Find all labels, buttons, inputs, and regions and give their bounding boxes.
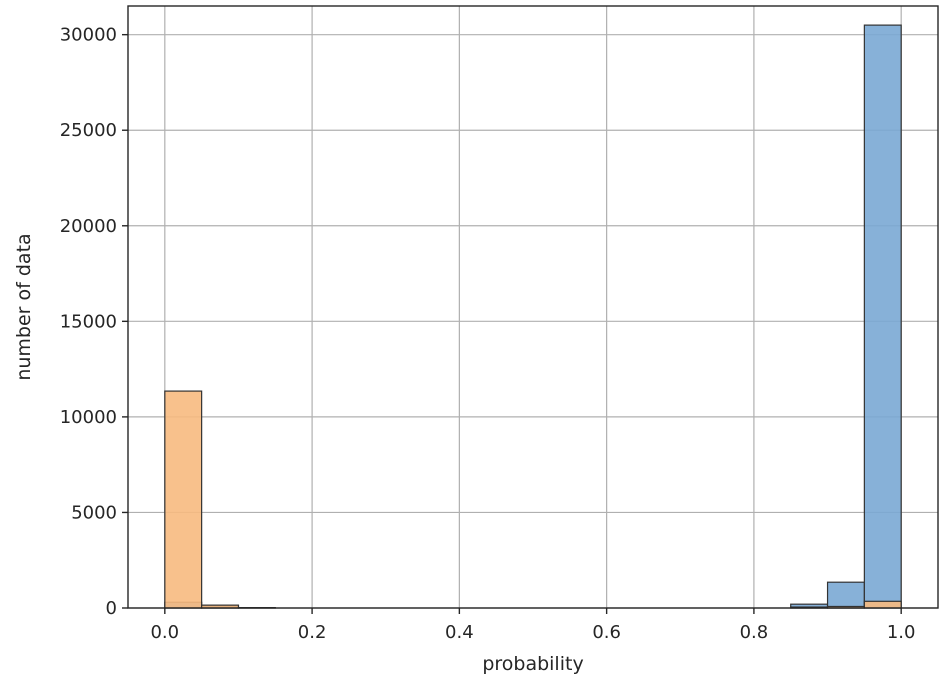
y-tick-label: 5000	[71, 502, 117, 523]
x-tick-label: 1.0	[887, 622, 916, 643]
histogram-bars	[164, 24, 902, 609]
y-tick-label: 20000	[60, 216, 117, 237]
x-tick-label: 0.6	[592, 622, 621, 643]
grid	[128, 6, 938, 609]
series-2-bars	[164, 390, 902, 609]
histogram-bar	[863, 600, 902, 609]
x-tick-label: 0.4	[445, 622, 474, 643]
x-tick-label: 0.2	[298, 622, 327, 643]
y-axis-label: number of data	[13, 233, 35, 380]
plot-frame	[127, 5, 939, 609]
x-tick-label: 0.8	[740, 622, 769, 643]
axis-ticks: 0.0 0.2 0.4 0.6 0.8 1.0 0 5000 10000 15000 20000 25…	[60, 25, 916, 643]
y-tick-label: 30000	[60, 25, 117, 46]
x-tick-label: 0.0	[150, 622, 179, 643]
y-tick-label: 15000	[60, 311, 117, 332]
x-axis-label: probability	[482, 653, 583, 675]
y-tick-label: 25000	[60, 120, 117, 141]
y-tick-label: 0	[106, 598, 117, 619]
series-1-bars	[164, 24, 902, 609]
histogram-bar	[826, 581, 865, 609]
histogram-bar	[164, 390, 203, 609]
y-tick-label: 10000	[60, 407, 117, 428]
histogram-bar	[863, 24, 902, 609]
